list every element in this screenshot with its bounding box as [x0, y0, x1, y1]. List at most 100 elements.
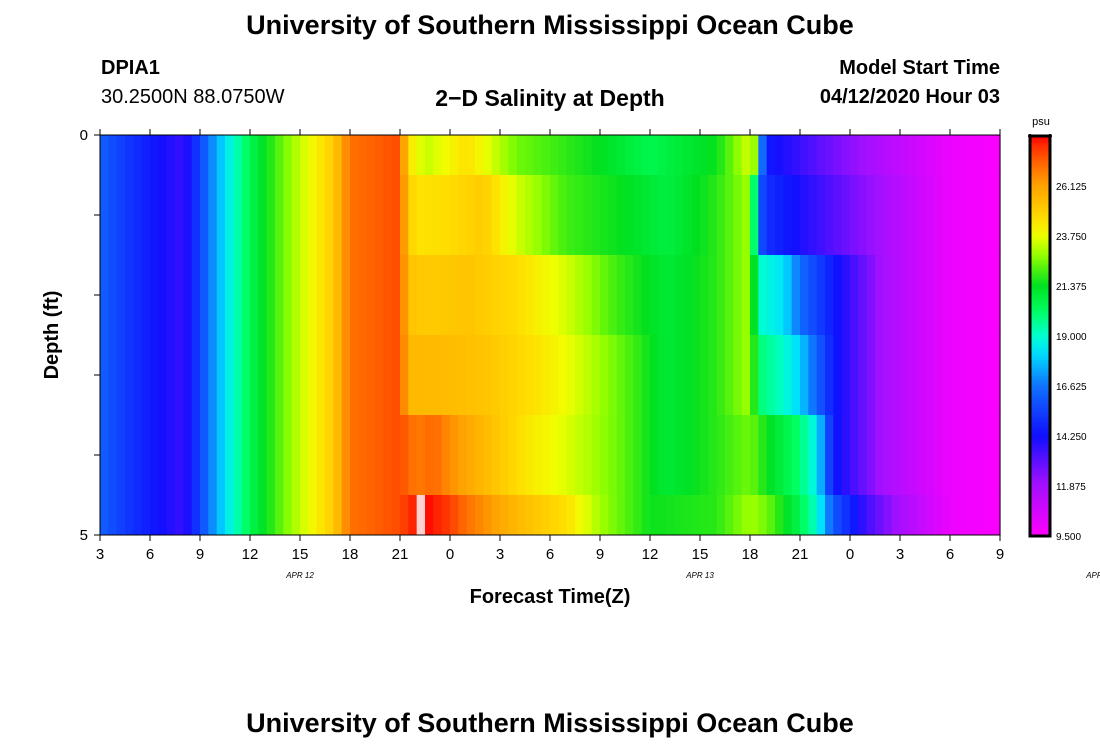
heatmap-cell [400, 495, 409, 536]
heatmap-cell [841, 135, 851, 176]
heatmap-cell [175, 335, 184, 416]
heatmap-cell [400, 135, 409, 176]
heatmap-cell [175, 415, 184, 496]
heatmap-cell [491, 415, 501, 496]
heatmap-cell [483, 335, 493, 416]
heatmap-cell [525, 255, 534, 336]
heatmap-cell [541, 135, 551, 176]
heatmap-cell [716, 495, 726, 536]
heatmap-cell [658, 175, 668, 256]
heatmap-cell [966, 495, 976, 536]
heatmap-cell [541, 415, 551, 496]
heatmap-cell [991, 335, 1001, 416]
heatmap-cell [558, 135, 568, 176]
heatmap-cell [975, 495, 984, 536]
heatmap-cell [933, 495, 943, 536]
heatmap-cell [325, 255, 334, 336]
heatmap-cell [641, 255, 651, 336]
heatmap-cell [558, 415, 568, 496]
heatmap-cell [616, 335, 626, 416]
heatmap-cell [375, 135, 384, 176]
heatmap-cell [866, 335, 876, 416]
heatmap-cell [533, 175, 543, 256]
heatmap-cell [150, 335, 159, 416]
heatmap-cell [916, 175, 926, 256]
heatmap-cell [725, 255, 734, 336]
heatmap-cell [808, 335, 818, 416]
date-label: APR 12 [285, 571, 314, 580]
heatmap-cell [941, 415, 951, 496]
heatmap-cell [383, 135, 393, 176]
heatmap-cell [966, 175, 976, 256]
heatmap-cell [766, 335, 776, 416]
heatmap-cell [358, 255, 368, 336]
heatmap-cell [400, 255, 409, 336]
heatmap-cell [441, 255, 451, 336]
heatmap-cell [100, 495, 109, 536]
heatmap-cell [275, 175, 284, 256]
heatmap-cell [808, 255, 818, 336]
heatmap-cell [883, 135, 893, 176]
heatmap-cell [558, 335, 568, 416]
heatmap-cell [475, 495, 484, 536]
heatmap-cell [316, 415, 326, 496]
heatmap-cell [991, 255, 1001, 336]
heatmap-cell [891, 255, 901, 336]
heatmap-cell [150, 175, 159, 256]
heatmap-cell [483, 415, 493, 496]
heatmap-cell [691, 335, 701, 416]
heatmap-cell [850, 415, 859, 496]
heatmap-cell [716, 175, 726, 256]
heatmap-cell [175, 255, 184, 336]
heatmap-cell [383, 495, 393, 536]
heatmap-cell [591, 175, 601, 256]
heatmap-cell [633, 415, 643, 496]
heatmap-cell [300, 335, 309, 416]
heatmap-cell [425, 335, 434, 416]
heatmap-cell [700, 415, 709, 496]
heatmap-cell [983, 135, 993, 176]
heatmap-cell [225, 135, 234, 176]
heatmap-cell [833, 415, 843, 496]
heatmap-cell [825, 415, 834, 496]
heatmap-cell [183, 255, 193, 336]
heatmap-cell [250, 175, 259, 256]
heatmap-cell [441, 415, 451, 496]
heatmap-cell [583, 175, 593, 256]
heatmap-cell [908, 135, 918, 176]
heatmap-cell [383, 335, 393, 416]
heatmap-cell [308, 495, 318, 536]
heatmap-cell [425, 135, 434, 176]
heatmap-cell [758, 255, 768, 336]
heatmap-cell [875, 175, 884, 256]
heatmap-cell [241, 135, 251, 176]
heatmap-cell [583, 255, 593, 336]
heatmap-cell [225, 415, 234, 496]
heatmap-cell [550, 175, 559, 256]
heatmap-cell [208, 415, 218, 496]
heatmap-cell [683, 255, 693, 336]
heatmap-cell [983, 175, 993, 256]
heatmap-cell [575, 135, 584, 176]
heatmap-cell [700, 175, 709, 256]
heatmap-cell [766, 255, 776, 336]
heatmap-cell [908, 415, 918, 496]
heatmap-cell [833, 495, 843, 536]
heatmap-cell [191, 415, 201, 496]
heatmap-cell [925, 495, 934, 536]
heatmap-cell [900, 495, 909, 536]
heatmap-cell [333, 415, 343, 496]
heatmap-cell [275, 335, 284, 416]
station-id: DPIA1 [101, 57, 160, 79]
heatmap-cell [783, 175, 793, 256]
heatmap-cell [950, 255, 959, 336]
heatmap-cell [216, 335, 226, 416]
heatmap-cell [583, 415, 593, 496]
heatmap-cell [625, 495, 634, 536]
salinity-heatmap-chart: 3 6 9 12 15 18 21 0 3 6 9 12 15 18 21 0 3 6 9 APR 12 APR 13 A… [41, 116, 1100, 608]
heatmap-cell [366, 495, 376, 536]
heatmap-cell [200, 135, 209, 176]
colorbar-tick-label: 19.000 [1056, 332, 1087, 343]
heatmap-cell [416, 415, 426, 496]
x-tick-label: 3 [496, 546, 504, 563]
